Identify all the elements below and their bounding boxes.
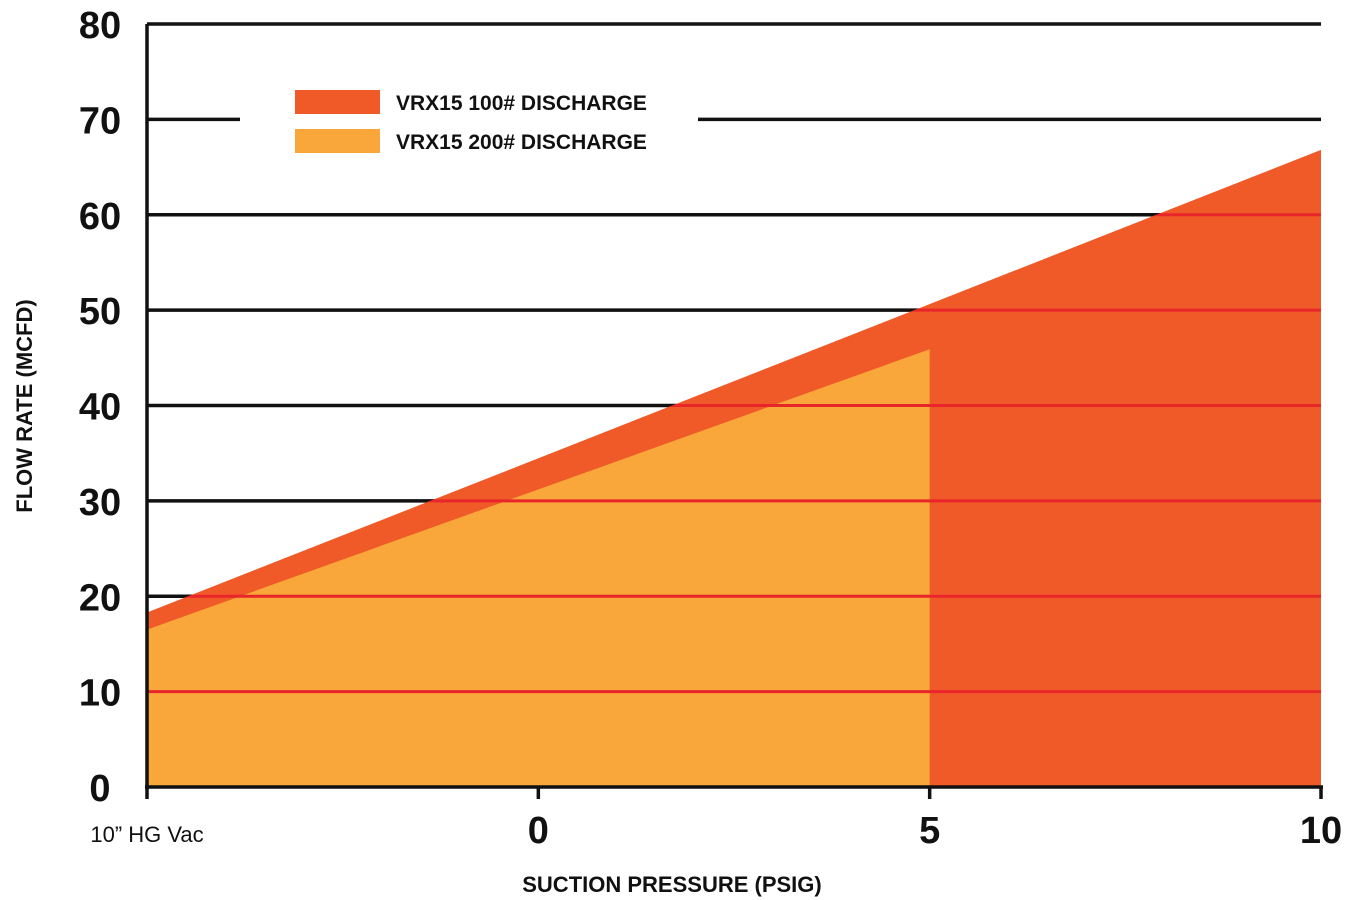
x-tick-labels: 10” HG Vac 0 5 10 (90, 810, 1342, 852)
y-tick-labels: 0 10 20 30 40 50 60 70 80 (79, 5, 121, 810)
x-tick-label-vac: 10” HG Vac (90, 822, 203, 847)
x-tick-label-10: 10 (1300, 810, 1342, 852)
area-series-1 (147, 349, 930, 787)
y-tick-label-0: 0 (89, 768, 110, 810)
x-tick-label-0: 0 (528, 810, 549, 852)
y-tick-label-10: 10 (79, 673, 121, 715)
legend: VRX15 100# DISCHARGE VRX15 200# DISCHARG… (240, 80, 698, 170)
legend-label-100-discharge: VRX15 100# DISCHARGE (396, 92, 647, 115)
legend-swatch-100-discharge (295, 90, 380, 114)
y-tick-label-30: 30 (79, 482, 121, 524)
x-axis-title: SUCTION PRESSURE (PSIG) (522, 872, 821, 897)
y-tick-label-60: 60 (79, 196, 121, 238)
y-tick-label-40: 40 (79, 387, 121, 429)
y-tick-label-20: 20 (79, 577, 121, 619)
legend-label-200-discharge: VRX15 200# DISCHARGE (396, 131, 647, 154)
y-tick-label-50: 50 (79, 291, 121, 333)
axes (145, 24, 1323, 799)
x-tick-label-5: 5 (919, 810, 940, 852)
y-tick-label-70: 70 (79, 100, 121, 142)
y-axis-title: FLOW RATE (MCFD) (12, 299, 37, 512)
y-tick-label-80: 80 (79, 5, 121, 47)
legend-swatch-200-discharge (295, 129, 380, 153)
